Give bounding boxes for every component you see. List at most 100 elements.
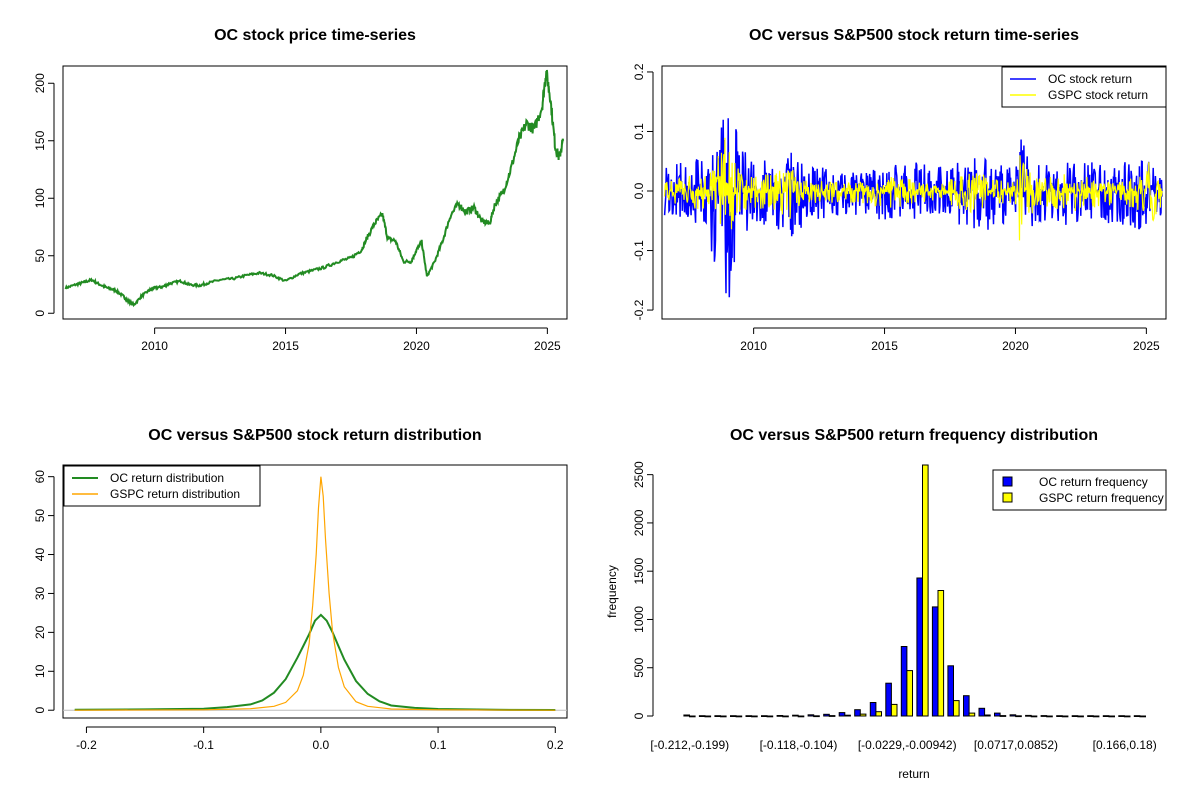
y-tick-label: 0.0 (632, 182, 646, 199)
y-tick-label: -0.2 (632, 299, 646, 320)
y-tick-label: 200 (33, 73, 47, 93)
oc-frequency-bar (931, 606, 939, 717)
y-tick-label: 2000 (632, 509, 646, 536)
x-tick-label: 0.1 (430, 738, 447, 752)
oc-density-line (74, 613, 556, 711)
oc-frequency-bar (1025, 714, 1032, 717)
legend-label: GSPC stock return (1048, 88, 1148, 102)
x-tick-label: [0.0717,0.0852) (974, 738, 1058, 752)
y-tick-label: 500 (632, 657, 646, 677)
gspc-frequency-bar (937, 590, 945, 717)
x-tick-label: 2020 (403, 339, 430, 353)
x-tick-label: 2010 (740, 339, 767, 353)
gspc-frequency-bar (828, 715, 836, 717)
y-tick-label: 2500 (632, 461, 646, 488)
y-tick-label: 40 (33, 548, 47, 562)
x-tick-label: -0.1 (193, 738, 214, 752)
y-tick-label: -0.1 (632, 240, 646, 261)
legend-label: OC return frequency (1039, 475, 1148, 489)
gspc-frequency-bar (689, 715, 696, 718)
gspc-frequency-bar (1108, 715, 1116, 718)
legend-box (63, 465, 261, 507)
oc-frequency-bar (900, 646, 908, 717)
return-timeseries-panel: OC versus S&P500 stock return time-serie… (632, 27, 1167, 353)
chart-title: OC stock price time-series (214, 27, 416, 44)
oc-frequency-bar (1087, 715, 1094, 718)
gspc-frequency-bar (766, 715, 774, 718)
y-tick-label: 0.2 (632, 63, 646, 80)
legend-box (992, 469, 1167, 511)
plot-frame (62, 65, 568, 320)
oc-frequency-bar (1118, 715, 1125, 718)
gspc-frequency-bar (859, 713, 867, 717)
price-timeseries-panel: OC stock price time-series 2010 2015 2020 20… (33, 27, 568, 353)
legend-label: GSPC return distribution (110, 487, 240, 501)
oc-frequency-bar (947, 665, 955, 717)
legend-swatch (1002, 492, 1013, 503)
x-tick-label: 0.0 (313, 738, 330, 752)
oc-frequency-bar (994, 712, 1001, 717)
gspc-frequency-bar (735, 715, 743, 718)
gspc-frequency-bar (1061, 715, 1069, 718)
gspc-frequency-bar (1092, 715, 1100, 718)
oc-frequency-bar (1009, 714, 1017, 717)
gspc-frequency-bar (922, 464, 929, 717)
chart-title: OC versus S&P500 return frequency distri… (730, 427, 1098, 444)
gspc-frequency-bar (906, 670, 914, 717)
y-tick-label: 60 (33, 470, 47, 484)
y-tick-label: 1500 (632, 558, 646, 585)
gspc-frequency-bar (890, 703, 898, 717)
y-tick-label: 0 (33, 707, 47, 714)
y-tick-label: 150 (33, 130, 47, 150)
gspc-frequency-bar (751, 715, 758, 718)
x-tick-label: [-0.118,-0.104) (760, 738, 838, 752)
x-tick-label: 2020 (1002, 339, 1029, 353)
y-tick-label: 50 (33, 509, 47, 523)
y-tick-label: 0 (33, 310, 47, 317)
oc-frequency-bar (714, 715, 722, 718)
gspc-frequency-bar (875, 711, 883, 717)
gspc-frequency-bar (1077, 715, 1084, 718)
oc-frequency-bar (854, 709, 861, 717)
x-tick-label: 2025 (534, 339, 561, 353)
gspc-frequency-bar (984, 714, 991, 717)
y-tick-label: 10 (33, 664, 47, 678)
y-axis-label: frequency (605, 565, 619, 618)
y-tick-label: 0.1 (632, 123, 646, 140)
y-tick-label: 20 (33, 625, 47, 639)
oc-frequency-bar (730, 715, 737, 718)
x-tick-label: 2015 (871, 339, 898, 353)
x-tick-label: 0.2 (547, 738, 564, 752)
legend-label: OC stock return (1048, 72, 1132, 86)
y-tick-label: 1000 (632, 606, 646, 633)
y-tick-label: 100 (33, 188, 47, 208)
oc-frequency-bar (978, 707, 986, 717)
gspc-frequency-bar (1030, 715, 1038, 718)
chart-title: OC versus S&P500 stock return time-serie… (749, 27, 1079, 44)
oc-frequency-bar (698, 715, 706, 718)
oc-frequency-bar (745, 715, 753, 718)
gspc-frequency-bar (1139, 715, 1147, 718)
x-tick-label: -0.2 (76, 738, 97, 752)
y-tick-label: 50 (33, 249, 47, 263)
legend-label: GSPC return frequency (1039, 491, 1164, 505)
oc-frequency-bar (963, 695, 970, 717)
gspc-frequency-bar (1015, 715, 1022, 718)
legend-swatch (1002, 476, 1013, 487)
oc-frequency-bar (807, 714, 815, 717)
oc-frequency-bar (838, 712, 846, 717)
gspc-frequency-bar (844, 714, 851, 717)
gspc-frequency-bar (704, 715, 712, 718)
gspc-frequency-bar (1123, 715, 1131, 718)
oc-frequency-bar (1133, 715, 1141, 718)
return-frequency-panel: OC versus S&P500 return frequency distri… (605, 427, 1167, 781)
plot-frame (661, 65, 1167, 320)
x-tick-label: 2025 (1133, 339, 1160, 353)
oc-frequency-bar (869, 702, 877, 717)
oc-frequency-bar (761, 715, 768, 718)
gspc-density-line (74, 476, 556, 711)
gspc-frequency-bar (720, 715, 727, 718)
oc-frequency-bar (1102, 715, 1110, 718)
gspc-return-line (664, 137, 1163, 241)
